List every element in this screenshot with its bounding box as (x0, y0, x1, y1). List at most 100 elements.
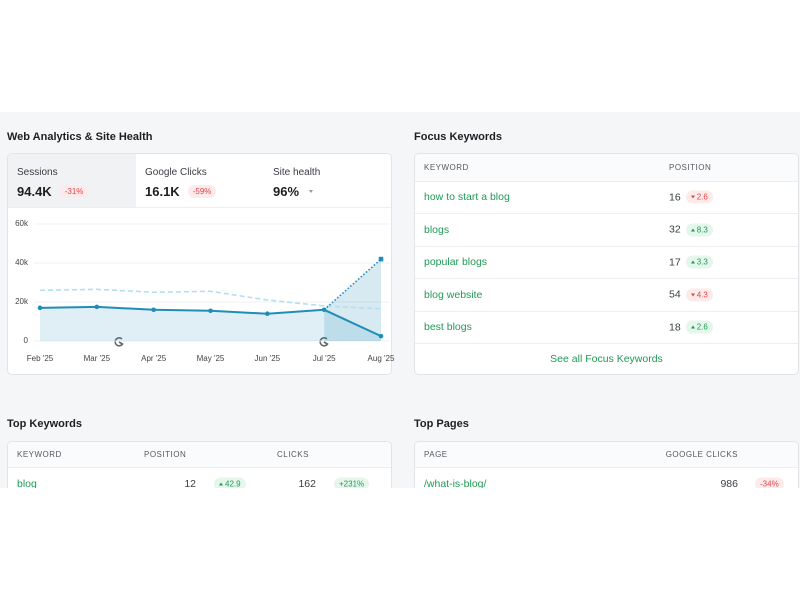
position-value: 32 (669, 223, 681, 236)
metric-tab[interactable]: Site health 96% (264, 154, 391, 207)
x-tick-label: Feb '25 (27, 354, 54, 363)
clicks-value: 986 (720, 478, 738, 488)
keyword-link[interactable]: blog (17, 478, 37, 488)
position-cell: 32 8.3 (669, 223, 713, 236)
change-badge: 2.6 (685, 190, 713, 204)
position-value: 12 (184, 478, 196, 488)
column-header: POSITION (669, 163, 712, 172)
column-header: KEYWORD (17, 450, 62, 459)
x-tick-label: Aug '25 (368, 354, 395, 363)
column-header: PAGE (424, 450, 448, 459)
position-cell: 17 3.3 (669, 255, 713, 269)
position-value: 17 (669, 256, 681, 268)
column-header: POSITION (144, 450, 187, 459)
trend-icon (690, 325, 695, 329)
change-text: -59% (192, 187, 212, 196)
section-title: Top Pages (414, 418, 469, 430)
focus-keywords-card: KEYWORD POSITION how to start a blog 16 2.6 b… (414, 153, 799, 375)
change-badge: 2.6 (685, 320, 713, 334)
data-point (151, 307, 156, 313)
keyword-link[interactable]: blog website (424, 288, 483, 301)
data-point (378, 256, 384, 262)
trend-icon (219, 482, 223, 486)
change-text: 2.6 (696, 322, 708, 332)
position-cell: 16 2.6 (669, 190, 713, 204)
clicks-change: -34% (755, 477, 784, 489)
metric-label: Site health (273, 167, 321, 178)
google-update-icon (114, 337, 329, 347)
page-link[interactable]: /what-is-blog/ (424, 478, 487, 488)
change-text: 4.3 (696, 290, 708, 299)
position-value: 16 (669, 191, 681, 203)
y-tick-label: 40k (15, 258, 29, 267)
change-badge: -59% (187, 185, 217, 198)
series-line (39, 288, 382, 310)
chart: 0 20k 40k 60k Feb '25 Mar '25 Apr '25 May '25 Ju… (15, 219, 395, 363)
keyword-link[interactable]: popular blogs (424, 256, 488, 268)
data-point (378, 333, 384, 339)
analytics-card: Sessions 94.4K -31% Google Clicks 16.1K -59% S… (7, 153, 392, 375)
row-divider (8, 467, 391, 468)
y-tick-label: 0 (24, 336, 29, 345)
column-header: GOOGLE CLICKS (665, 450, 738, 459)
data-point (208, 308, 213, 314)
series-area (324, 259, 381, 341)
column-header: KEYWORD (424, 163, 469, 172)
y-tick-label: 60k (15, 219, 29, 228)
row-divider (415, 343, 798, 344)
change-text: -34% (760, 479, 779, 489)
row-divider (415, 278, 798, 279)
metric-number: 16.1K (145, 184, 180, 199)
table-header-bg (415, 154, 798, 181)
change-badge: 4.3 (685, 288, 713, 301)
change-text: +231% (339, 479, 365, 489)
keyword-link[interactable]: how to start a blog (424, 191, 510, 203)
y-tick-label: 20k (15, 297, 29, 306)
trend-icon (690, 293, 695, 296)
keyword-link[interactable]: blogs (424, 223, 450, 236)
trend-icon (690, 195, 695, 199)
dashboard: Web Analytics & Site Health Sessions 94.4… (7, 131, 799, 489)
tab-divider (8, 207, 391, 208)
dropdown-caret (309, 190, 314, 193)
section-title: Top Keywords (7, 418, 82, 430)
table-header-bg (8, 442, 391, 467)
row-divider (415, 467, 798, 468)
metric-tab[interactable]: Sessions 94.4K -31% (8, 154, 136, 207)
change-text: 8.3 (696, 225, 708, 234)
metric-label: Google Clicks (145, 167, 207, 178)
table-header-bg (415, 442, 798, 467)
position-change: 42.9 (214, 477, 246, 488)
position-cell: 18 2.6 (669, 320, 713, 334)
see-all-link[interactable]: See all Focus Keywords (550, 353, 663, 365)
keyword-link[interactable]: best blogs (424, 321, 472, 333)
change-badge: 3.3 (685, 255, 713, 269)
section-title: Web Analytics & Site Health (7, 131, 153, 143)
metric-number: 96% (273, 184, 300, 199)
data-point (265, 311, 270, 317)
x-tick-label: May '25 (197, 354, 225, 363)
row-divider (415, 310, 798, 312)
change-badge: 8.3 (685, 223, 713, 236)
x-tick-label: Jul '25 (313, 354, 336, 363)
clicks-change: +231% (334, 477, 370, 489)
x-tick-label: Mar '25 (84, 354, 111, 363)
top-pages-card: PAGE GOOGLE CLICKS/what-is-blog/986 -34% (414, 441, 799, 488)
section-title: Focus Keywords (414, 131, 503, 143)
metric-value: 96% (273, 184, 391, 199)
position-cell: 54 4.3 (669, 288, 713, 301)
row-divider (415, 181, 798, 182)
change-badge: 42.9 (214, 477, 246, 488)
x-tick-label: Apr '25 (141, 354, 167, 363)
change-badge: -31% (59, 185, 89, 198)
change-text: 3.3 (696, 257, 708, 267)
series-area (40, 306, 381, 341)
trend-icon (690, 228, 695, 231)
metric-tab[interactable]: Google Clicks 16.1K -59% (136, 154, 264, 207)
position-value: 54 (669, 288, 681, 301)
change-badge: -34% (755, 477, 784, 489)
metric-value: 16.1K -59% (145, 184, 264, 199)
position-value: 18 (669, 321, 681, 333)
trend-icon (690, 260, 695, 264)
